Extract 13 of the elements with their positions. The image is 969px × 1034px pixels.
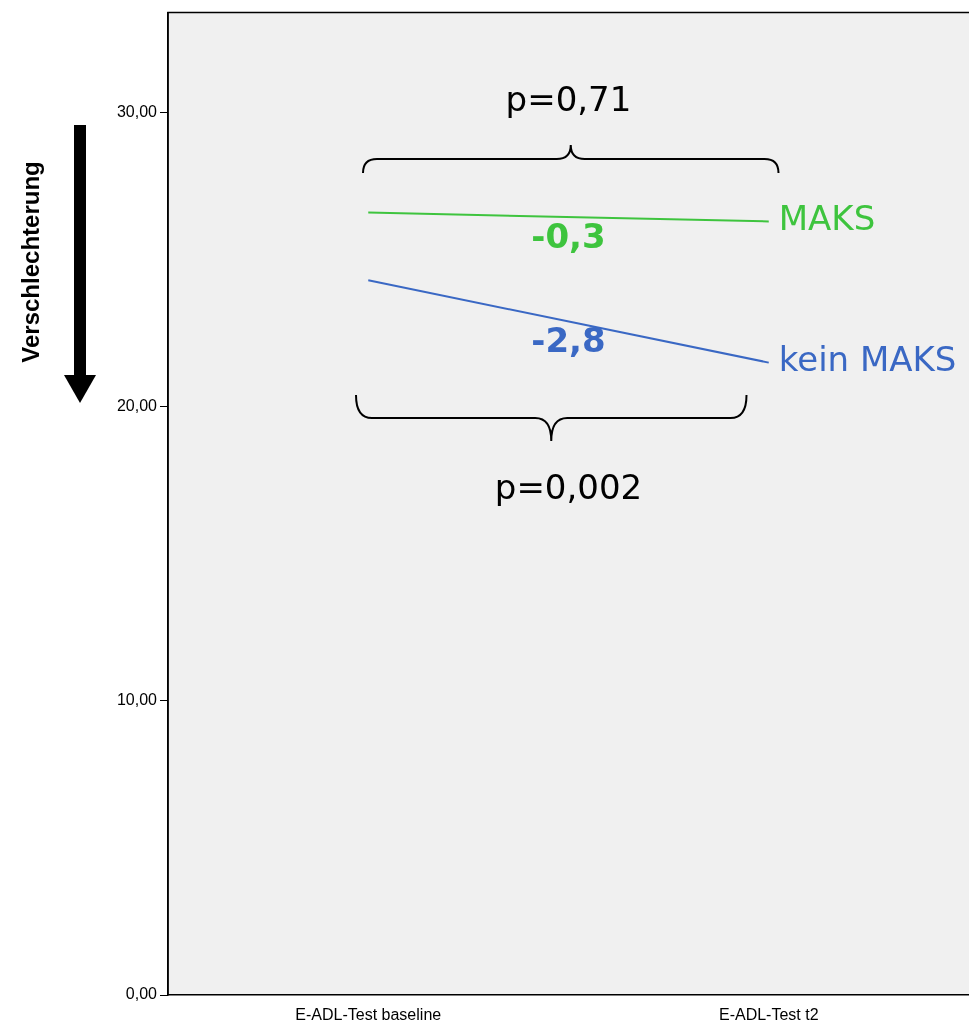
y-tick-label: 30,00 — [116, 103, 158, 121]
series-label: MAKS — [778, 198, 876, 239]
annotation: p=0,002 — [494, 467, 643, 508]
y-tick-label: 0,00 — [125, 985, 158, 1003]
x-tick-label: E-ADL-Test baseline — [295, 1006, 442, 1024]
annotation: -2,8 — [531, 320, 606, 361]
annotation: -0,3 — [531, 215, 606, 256]
series-label: kein MAKS — [778, 339, 957, 380]
y-axis-title: Verschlechterung — [16, 161, 44, 363]
x-tick-label: E-ADL-Test t2 — [718, 1006, 819, 1024]
y-tick-label: 20,00 — [116, 397, 158, 415]
annotation: p=0,71 — [505, 79, 632, 120]
y-tick-label: 10,00 — [116, 691, 158, 709]
